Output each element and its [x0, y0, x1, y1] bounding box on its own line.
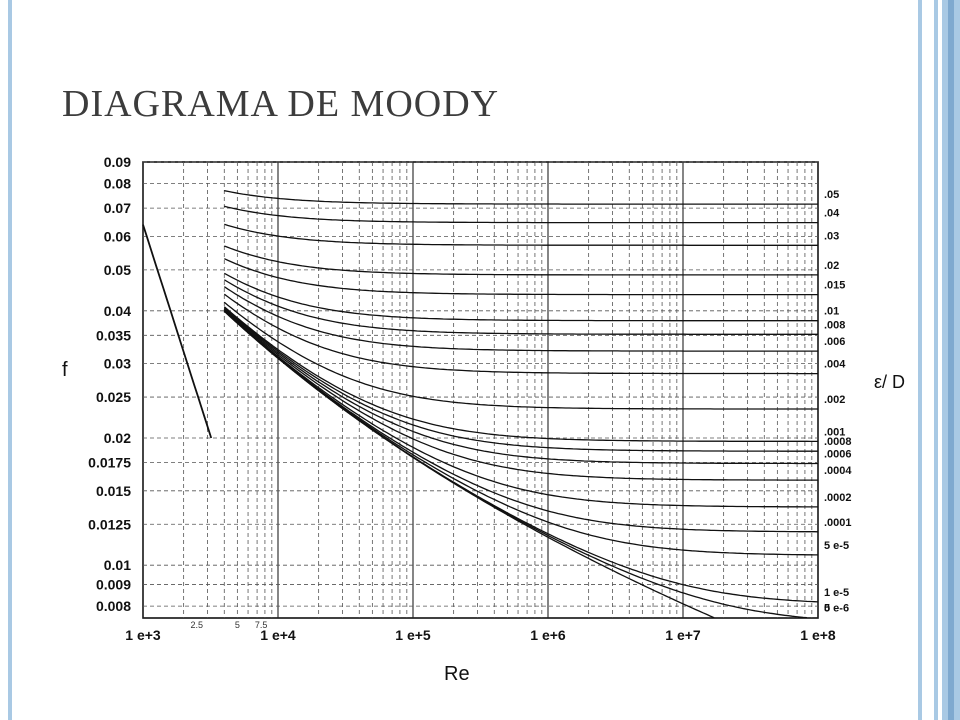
x-tick-label: 1 e+5	[395, 627, 431, 643]
roughness-label: 5 e-5	[824, 540, 849, 552]
x-tick-label: 1 e+8	[800, 627, 836, 643]
roughness-label: .02	[824, 260, 839, 272]
roughness-label: .0001	[824, 517, 852, 529]
roughness-curve	[224, 245, 818, 276]
y-tick-label: 0.0175	[88, 455, 131, 471]
roughness-label: .0008	[824, 436, 852, 448]
roughness-curve	[224, 258, 818, 296]
roughness-label: .006	[824, 336, 845, 348]
roughness-curve	[223, 308, 818, 481]
right-axis-label: ε/ D	[874, 372, 905, 392]
frame-bar	[948, 0, 954, 720]
y-tick-label: 0.05	[104, 262, 131, 278]
roughness-curve	[224, 205, 818, 224]
y-tick-label: 0.009	[96, 577, 131, 593]
moody-chart-svg: 0.090.080.070.060.050.040.0350.030.0250.…	[62, 154, 905, 685]
roughness-label: 5 e-6	[824, 603, 849, 615]
roughness-curve	[224, 223, 818, 246]
roughness-curve	[223, 279, 818, 335]
roughness-label: .001	[824, 426, 845, 438]
roughness-curve	[223, 293, 818, 375]
labels: 0.090.080.070.060.050.040.0350.030.0250.…	[88, 154, 852, 643]
x-minor-tick-label: 7.5	[255, 620, 268, 630]
frame-bar	[934, 0, 938, 720]
roughness-curve	[223, 310, 715, 619]
y-tick-label: 0.02	[104, 430, 131, 446]
y-axis-label: f	[62, 359, 68, 381]
roughness-label: .0006	[824, 448, 852, 460]
slide-frame-right-bars	[918, 0, 960, 720]
roughness-curve	[224, 190, 818, 205]
x-tick-label: 1 e+3	[125, 627, 161, 643]
x-tick-label: 1 e+4	[260, 627, 296, 643]
roughness-curve	[223, 306, 818, 443]
y-tick-label: 0.015	[96, 483, 131, 499]
roughness-label: .015	[824, 280, 845, 292]
roughness-label: .004	[824, 359, 846, 371]
x-minor-tick-label: 5	[235, 620, 240, 630]
x-tick-label: 1 e+7	[665, 627, 701, 643]
y-tick-label: 0.0125	[88, 516, 131, 532]
roughness-label: .05	[824, 189, 839, 201]
y-tick-label: 0.035	[96, 327, 131, 343]
roughness-label: .0002	[824, 492, 852, 504]
roughness-curve	[223, 301, 818, 410]
roughness-label: .03	[824, 230, 839, 242]
x-axis-label: Re	[444, 663, 470, 685]
y-tick-label: 0.04	[104, 303, 131, 319]
roughness-curve	[223, 286, 818, 352]
roughness-label: .0004	[824, 465, 852, 477]
roughness-label: 0	[824, 603, 830, 615]
y-tick-label: 0.008	[96, 598, 131, 614]
roughness-curve	[223, 272, 818, 322]
roughness-label: .01	[824, 306, 839, 318]
y-tick-label: 0.06	[104, 228, 131, 244]
roughness-curve	[223, 307, 818, 452]
slide-frame-left-line	[8, 0, 12, 720]
y-tick-label: 0.07	[104, 200, 131, 216]
x-minor-tick-label: 2.5	[190, 620, 203, 630]
roughness-curve	[223, 309, 818, 508]
curves	[142, 190, 819, 619]
y-tick-label: 0.03	[104, 356, 131, 372]
frame-bar	[918, 0, 922, 720]
roughness-label: .04	[824, 208, 840, 220]
roughness-curve	[223, 310, 807, 619]
roughness-label: .008	[824, 319, 845, 331]
roughness-curve	[223, 308, 818, 465]
y-tick-label: 0.09	[104, 154, 131, 170]
x-tick-label: 1 e+6	[530, 627, 566, 643]
roughness-label: .002	[824, 394, 845, 406]
y-tick-label: 0.01	[104, 557, 131, 573]
laminar-line	[142, 224, 213, 439]
moody-chart: 0.09 0.08 0.07 0.06 0.05 0.04 0.035 0.03 0.025 0.…	[48, 150, 918, 690]
y-tick-label: 0.025	[96, 389, 131, 405]
roughness-label: 1 e-5	[824, 587, 849, 599]
roughness-curve	[223, 310, 818, 556]
slide-title: DIAGRAMA DE MOODY	[62, 83, 500, 125]
y-tick-label: 0.08	[104, 176, 131, 192]
